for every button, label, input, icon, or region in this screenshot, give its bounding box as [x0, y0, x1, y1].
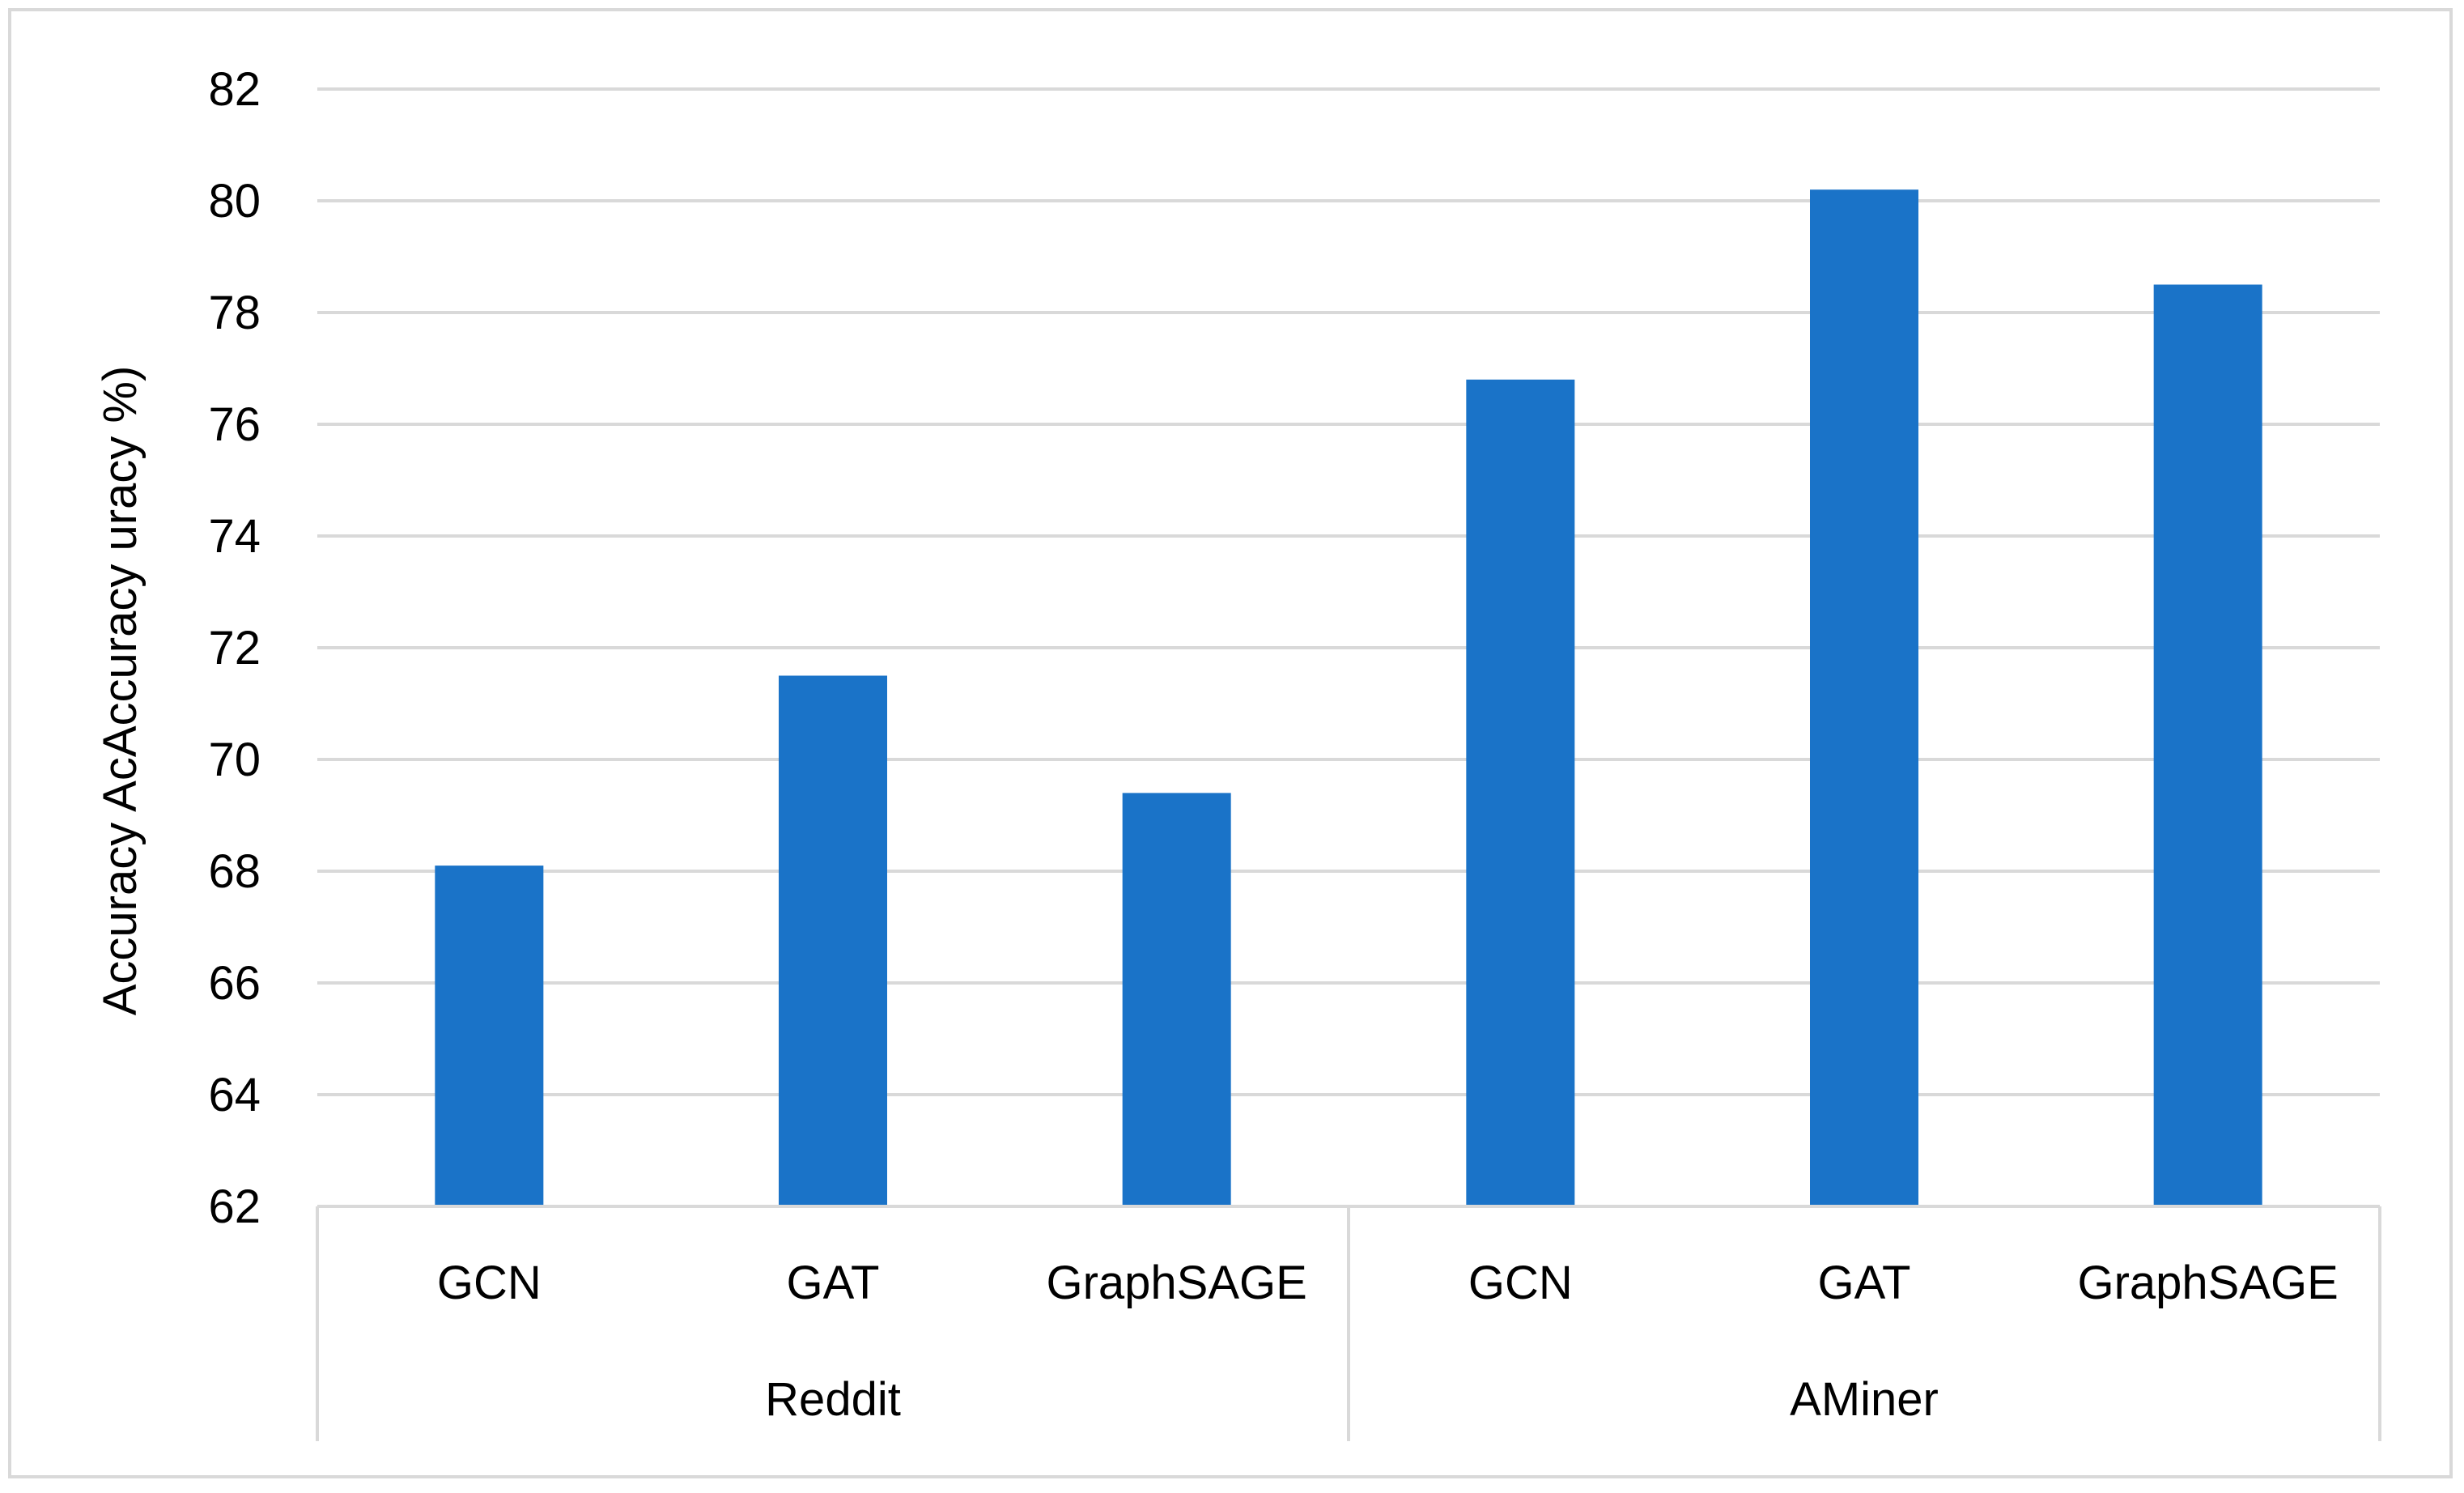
bar [1810, 189, 1918, 1207]
x-axis: GCN GAT GraphSAGE GCN GAT GraphSAGE Reddit AMin… [316, 1205, 2381, 1441]
x-tick-label: GraphSAGE [1046, 1257, 1306, 1309]
y-tick-label: 72 [208, 622, 261, 674]
bars [435, 189, 2262, 1207]
bar [1466, 379, 1575, 1206]
y-tick-label: 76 [208, 398, 261, 451]
group-label: Reddit [765, 1373, 901, 1426]
bar [2153, 284, 2262, 1206]
group-label: AMiner [1790, 1373, 1939, 1426]
y-tick-label: 82 [208, 63, 261, 116]
x-tick-label: GAT [1818, 1257, 1911, 1309]
bar [435, 866, 544, 1206]
x-tick-label: GraphSAGE [2077, 1257, 2338, 1309]
y-tick-label: 64 [208, 1069, 261, 1121]
gridlines [317, 87, 2380, 1208]
bar [779, 675, 887, 1206]
y-axis-ticks: 62 64 66 68 70 72 74 76 78 80 82 [208, 63, 261, 1233]
y-tick-label: 62 [208, 1180, 261, 1233]
y-tick-label: 74 [208, 510, 261, 563]
y-axis-label: Accuracy AcAccuracy uracy %) [94, 366, 147, 1016]
y-tick-label: 66 [208, 957, 261, 1010]
y-tick-label: 80 [208, 175, 261, 228]
x-tick-label: GAT [787, 1257, 880, 1309]
chart-frame [8, 8, 2453, 1478]
x-tick-label: GCN [1468, 1257, 1573, 1309]
x-tick-label: GCN [437, 1257, 542, 1309]
y-tick-label: 68 [208, 845, 261, 898]
y-tick-label: 70 [208, 734, 261, 786]
bar [1122, 793, 1231, 1206]
y-tick-label: 78 [208, 287, 261, 339]
